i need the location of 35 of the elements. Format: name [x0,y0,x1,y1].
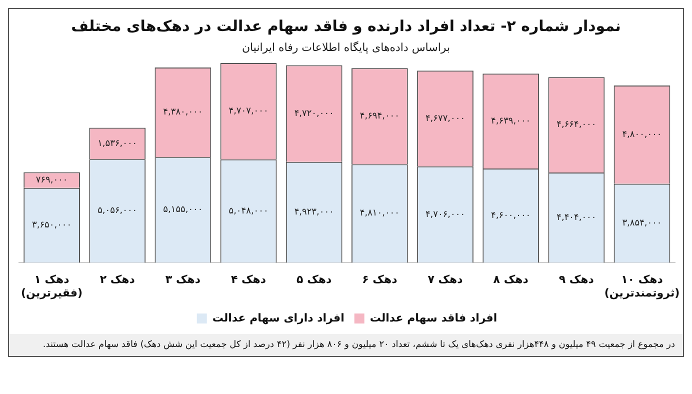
x-tick-label: دهک ۹ [558,273,594,286]
x-tick-label: دهک ۷ [428,273,464,286]
data-label: ۴,۶۹۴,۰۰۰ [360,112,400,122]
legend-label: افراد دارای سهام عدالت [212,311,344,324]
data-label: ۴,۶۳۹,۰۰۰ [491,116,531,126]
x-tick-label: دهک ۱ (فقیرترین) [21,273,83,300]
data-label: ۴,۴۰۴,۰۰۰ [556,212,596,223]
data-label: ۴,۷۰۷,۰۰۰ [228,106,268,117]
data-label: ۷۶۹,۰۰۰ [36,175,68,186]
x-tick-label: دهک ۴ [230,273,266,286]
data-label: ۱,۵۳۶,۰۰۰ [98,138,138,149]
data-label: ۴,۸۱۰,۰۰۰ [360,208,400,219]
data-label: ۴,۷۲۰,۰۰۰ [294,108,334,119]
x-tick-label: دهک ۶ [362,273,398,286]
x-tick-label: دهک ۱۰ (ثروتمندترین) [604,273,680,300]
data-label: ۵,۱۵۵,۰۰۰ [163,205,203,216]
data-label: ۴,۶۶۴,۰۰۰ [556,120,596,130]
x-tick-label: دهک ۵ [296,273,332,286]
data-label: ۳,۸۵۴,۰۰۰ [622,218,662,229]
data-label: ۴,۹۲۳,۰۰۰ [294,208,334,218]
x-tick-label: دهک ۳ [165,273,201,286]
data-label: ۴,۷۰۶,۰۰۰ [425,210,466,220]
data-label: ۳,۶۵۰,۰۰۰ [32,220,72,231]
data-label: ۵,۰۵۶,۰۰۰ [98,206,138,216]
data-label: ۴,۶۰۰,۰۰۰ [491,210,531,221]
x-tick-label: دهک ۲ [100,273,136,286]
text: در مجموع از جمعیت ۴۹ میلیون و ۴۴۸هزار نفری دهک‌های یک تا ششم، تعداد ۲۰ میلیون و ۸۰۶ هزار نفر (۴۲ درصد از کل جمعیت این شش دهک) فاقد سهام عدالت هستند. [9,334,683,356]
chart-subtitle: براساس داده‌های پایگاه اطلاعات رفاه ایرانیان [240,41,452,54]
data-label: ۵,۰۴۸,۰۰۰ [228,206,268,216]
x-tick-label: دهک ۸ [493,273,529,286]
data-label: ۴,۶۷۷,۰۰۰ [425,114,466,124]
data-label: ۴,۸۰۰,۰۰۰ [622,130,662,140]
chart-title: نمودار شماره ۲- تعداد افراد دارنده و فاقد سهام عدالت در دهک‌های مختلف [70,17,622,35]
data-label: ۴,۳۸۰,۰۰۰ [163,108,203,118]
legend-label: افراد فاقد سهام عدالت [370,311,498,324]
